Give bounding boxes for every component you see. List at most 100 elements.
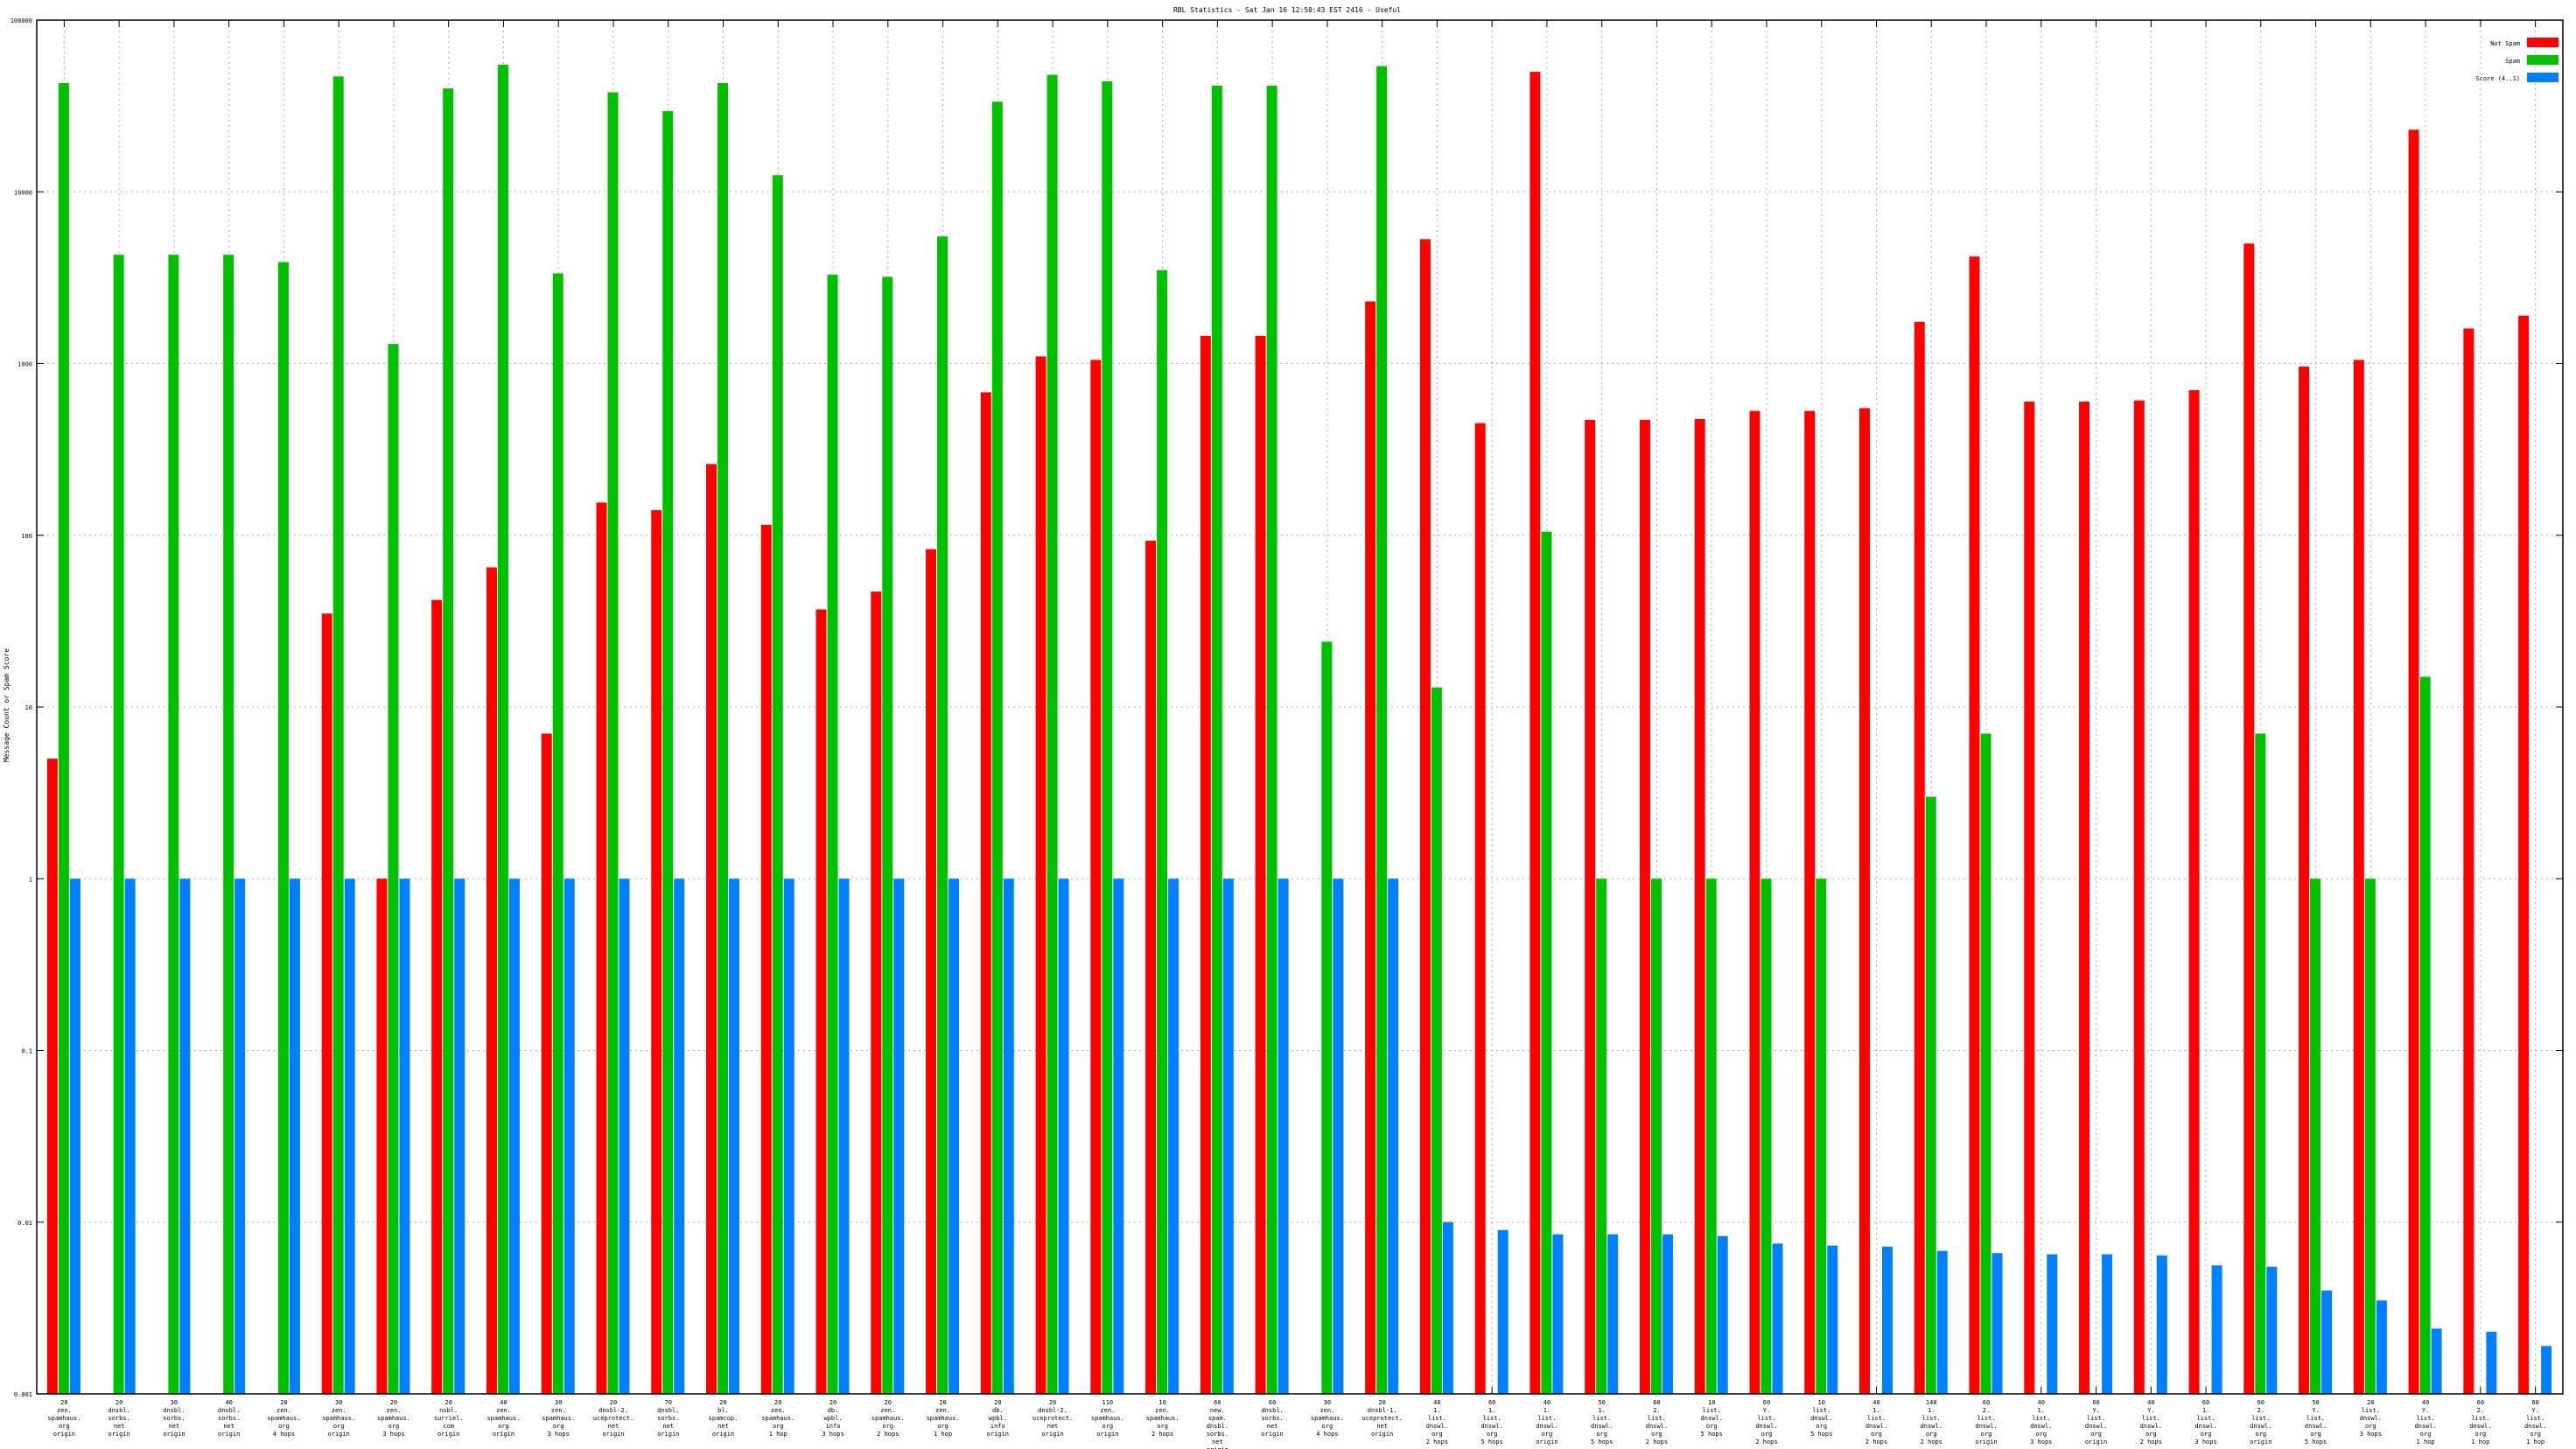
- x-tick-label-line: 2 hops: [1921, 1438, 1942, 1446]
- x-tick-label: 140 1. list. dnswl. org 2 hops: [1921, 1399, 1942, 1446]
- x-tick-label-line: list.: [1592, 1415, 1611, 1422]
- x-tick-label: 20 zen. spamhaus. org 1 hop: [761, 1399, 794, 1438]
- x-tick-label-line: dnsbl-2.: [598, 1407, 628, 1414]
- x-tick-label-line: org: [2146, 1431, 2157, 1438]
- y-tick-label: 0.1: [21, 1048, 32, 1055]
- x-tick-label-line: org: [1596, 1431, 1607, 1438]
- bar-score-4-1-: [1058, 878, 1069, 1394]
- x-tick-label: 60 1. list. dnswl. org 3 hops: [2194, 1399, 2216, 1446]
- x-tick-label-line: dnswl.: [1591, 1423, 1613, 1430]
- x-tick-label-line: org: [2530, 1431, 2541, 1438]
- bar-not-spam: [2188, 389, 2200, 1394]
- x-tick-label: 60 2. list. dnswl. org origin: [2250, 1399, 2272, 1446]
- bar-score-4-1-: [2486, 1332, 2497, 1394]
- x-tick-label: 40 dnsbl. sorbs. net origin: [218, 1399, 240, 1438]
- x-tick-label-line: 60: [1983, 1399, 1990, 1406]
- x-tick-label: 20 zen. spamhaus. org origin: [47, 1399, 80, 1438]
- x-tick-label-line: origin: [108, 1431, 130, 1438]
- x-tick-label-line: origin: [218, 1431, 240, 1438]
- x-tick-label-line: origin: [657, 1431, 679, 1438]
- y-axis-label: Message Count or Spam Score: [3, 648, 10, 762]
- bar-score-4-1-: [1936, 1250, 1948, 1394]
- x-tick-label-line: 1.: [1598, 1407, 1605, 1414]
- x-tick-label-line: 60: [1653, 1399, 1660, 1406]
- bar-spam: [223, 255, 234, 1394]
- x-tick-label-line: dnswl.: [1866, 1423, 1887, 1430]
- x-tick-label-line: origin: [1041, 1431, 1063, 1438]
- x-tick-label-line: zen.: [880, 1407, 895, 1414]
- x-tick-label-line: net: [1267, 1423, 1278, 1430]
- x-tick-label-line: org: [498, 1423, 509, 1430]
- x-tick-label-line: bl.: [718, 1407, 729, 1414]
- x-tick-label-line: spamhaus.: [872, 1415, 905, 1422]
- x-tick-label-line: list.: [1648, 1415, 1666, 1422]
- x-tick-label-line: spamhaus.: [486, 1415, 520, 1422]
- x-tick-label: 20 dnsbl-1. uceprotect. net origin: [1362, 1399, 1402, 1438]
- x-tick-label: 10 list. dnswl. org 5 hops: [1810, 1399, 1832, 1438]
- bar-score-4-1-: [1607, 1234, 1619, 1394]
- bar-spam: [168, 255, 179, 1394]
- x-tick-label-line: list.: [2526, 1415, 2544, 1422]
- x-tick-label-line: info: [990, 1423, 1005, 1430]
- x-tick-label-line: 3 hops: [382, 1431, 404, 1438]
- x-tick-label-line: org: [2090, 1431, 2102, 1438]
- x-tick-label-line: 1 hop: [934, 1431, 952, 1438]
- plot-frame: [36, 19, 2564, 1395]
- bar-score-4-1-: [2431, 1328, 2442, 1394]
- x-tick-label-line: dnsbl.: [657, 1407, 679, 1414]
- x-tick-label-line: 20: [1049, 1399, 1056, 1406]
- x-tick-label-line: spamhaus.: [1311, 1415, 1344, 1422]
- x-tick-label: 60 Y. list. dnswl. org 1 hop: [2524, 1399, 2546, 1446]
- x-tick-label-line: org: [1432, 1431, 1443, 1438]
- x-tick-label-line: net: [114, 1423, 125, 1430]
- x-tick-label: 20 dnsbl-2. uceprotect. net origin: [593, 1399, 634, 1438]
- x-tick-label-line: org: [2310, 1431, 2321, 1438]
- x-tick-label-line: 20: [390, 1399, 397, 1406]
- x-tick-label-line: 10: [1708, 1399, 1715, 1406]
- x-tick-label: 60 Y. list. dnswl. org origin: [2085, 1399, 2107, 1446]
- x-tick-label-line: dnsbl-2.: [1038, 1407, 1068, 1414]
- x-tick-label: 70 dnsbl. sorbs. net origin: [657, 1399, 679, 1438]
- x-tick-label-line: list.: [1922, 1415, 1941, 1422]
- x-tick-label-line: dnswl.: [2360, 1415, 2382, 1422]
- bar-spam: [332, 76, 344, 1394]
- x-tick-label-line: origin: [1371, 1431, 1393, 1438]
- x-tick-label-line: spamhaus.: [267, 1415, 300, 1422]
- x-tick-label-line: 20: [939, 1399, 946, 1406]
- bars: [46, 64, 2552, 1395]
- x-tick-label-line: sorbs.: [218, 1415, 240, 1422]
- bar-spam: [2310, 878, 2321, 1394]
- x-tick-label-line: 60: [1488, 1399, 1495, 1406]
- x-tick-label-line: origin: [2250, 1438, 2272, 1446]
- bar-spam: [1541, 531, 1552, 1394]
- x-tick-label-line: zen.: [1100, 1407, 1115, 1414]
- x-tick-label-line: wpbl.: [823, 1415, 842, 1422]
- x-tick-label-line: 2.: [1983, 1407, 1990, 1414]
- x-tick-label-line: dnswl.: [1975, 1423, 1997, 1430]
- bar-not-spam: [596, 502, 607, 1394]
- bar-not-spam: [2244, 243, 2255, 1394]
- x-tick-label: 60 1. list. dnswl. org 5 hops: [1481, 1399, 1503, 1446]
- x-tick-label-line: 2.: [2477, 1407, 2484, 1414]
- bar-not-spam: [1639, 419, 1650, 1394]
- bar-score-4-1-: [619, 878, 630, 1394]
- x-tick-label-line: 110: [1102, 1399, 1114, 1406]
- bar-score-4-1-: [2211, 1265, 2222, 1394]
- x-tick-label-line: org: [2365, 1423, 2376, 1430]
- bar-spam: [388, 344, 399, 1394]
- y-tick-label: 0.001: [14, 1391, 32, 1398]
- x-tick-label-line: list.: [2306, 1415, 2325, 1422]
- bar-score-4-1-: [729, 878, 740, 1394]
- x-tick-label-line: zen.: [387, 1407, 402, 1414]
- x-tick-label-line: dnsbl.: [218, 1407, 240, 1414]
- x-tick-label: 40 zen. spamhaus. org origin: [486, 1399, 520, 1438]
- x-tick-label-line: info: [826, 1423, 841, 1430]
- x-tick-label-line: 60: [1269, 1399, 1276, 1406]
- x-tick-label-line: origin: [1261, 1431, 1283, 1438]
- x-tick-label-line: org: [278, 1423, 290, 1430]
- x-tick-label-line: 2 hops: [1755, 1438, 1777, 1446]
- legend-label: Not Spam: [2490, 40, 2520, 47]
- x-tick-label-line: 20: [2367, 1399, 2374, 1406]
- x-tick-label-line: 4 hops: [273, 1431, 295, 1438]
